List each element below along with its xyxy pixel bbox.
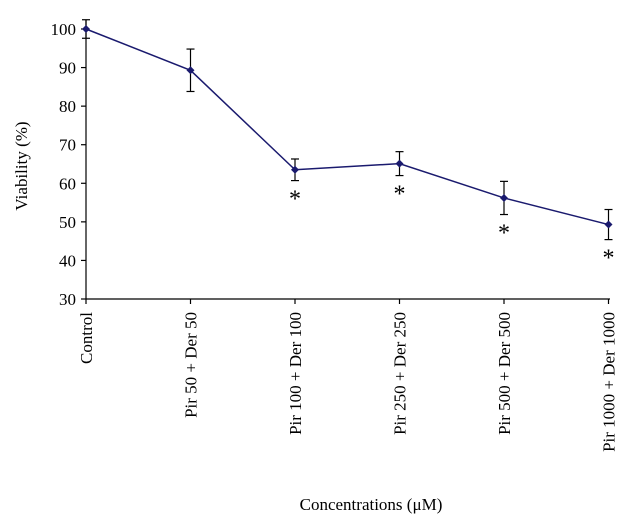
y-tick-label: 50 — [59, 213, 76, 232]
series — [85, 28, 609, 226]
y-axis-label: Viability (%) — [12, 121, 31, 210]
y-tick-label: 80 — [59, 97, 76, 116]
x-tick-label: Pir 1000 + Der 1000 — [600, 312, 619, 452]
data-point — [291, 165, 299, 174]
data-point — [604, 220, 613, 229]
series-line — [85, 28, 609, 226]
y-tick-label: 70 — [59, 136, 76, 155]
y-tick-label: 40 — [59, 251, 76, 270]
data-point — [395, 159, 404, 168]
x-tick-label: Control — [77, 312, 96, 364]
y-tick-label: 90 — [59, 59, 76, 78]
x-tick-label: Pir 100 + Der 100 — [286, 312, 305, 435]
error-bars — [82, 19, 613, 241]
x-ticks — [85, 299, 610, 304]
y-tick-label: 30 — [59, 290, 76, 309]
x-tick-label: Pir 50 + Der 50 — [182, 312, 201, 418]
x-tick-label: Pir 500 + Der 500 — [495, 312, 514, 435]
y-tick-labels: 30 40 50 60 70 80 90 100 — [51, 20, 77, 309]
x-tick-label: Pir 250 + Der 250 — [391, 312, 410, 435]
markers — [82, 25, 613, 229]
y-tick-label: 60 — [59, 174, 76, 193]
significance-mark: * — [498, 221, 510, 247]
significance-mark: * — [394, 182, 406, 208]
y-ticks — [81, 28, 86, 300]
x-tick-labels: Control Pir 50 + Der 50 Pir 100 + Der 100 P… — [77, 312, 619, 452]
x-axis-label: Concentrations (μM) — [300, 495, 443, 514]
data-point — [82, 25, 90, 33]
significance-mark: * — [603, 246, 615, 272]
data-point — [500, 193, 508, 202]
y-tick-label: 100 — [51, 20, 77, 39]
significance-marks: * * * * — [289, 182, 615, 272]
significance-mark: * — [289, 187, 301, 213]
data-point — [186, 66, 195, 75]
